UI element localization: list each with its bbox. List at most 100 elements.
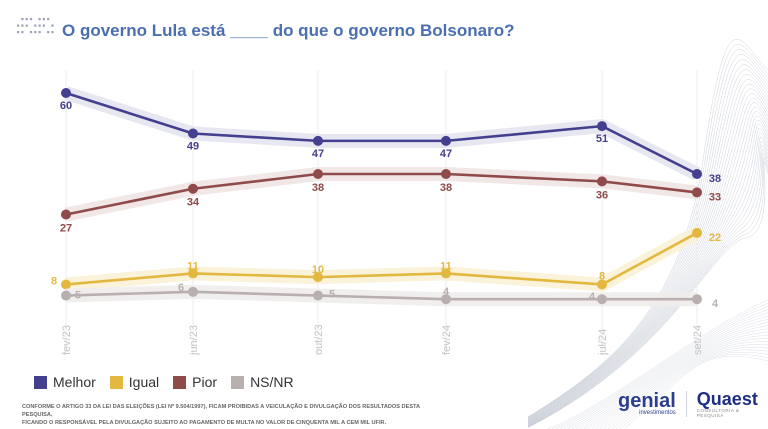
data-point <box>441 268 451 279</box>
decorative-dot <box>17 31 20 34</box>
decorative-dot <box>25 18 28 21</box>
legend-label: Igual <box>128 374 160 390</box>
genial-wordmark: genial <box>618 390 676 412</box>
x-tick-label: jun/23 <box>188 325 200 356</box>
decorative-dot <box>21 24 24 27</box>
legend-label: NS/NR <box>250 374 294 390</box>
wave-line <box>551 302 768 429</box>
data-label: 11 <box>187 260 199 272</box>
disclaimer-line-1: CONFORME O ARTIGO 33 DA LEI DAS ELEIÇÕES… <box>22 404 420 418</box>
wave-line <box>615 351 768 429</box>
legend-label: Melhor <box>53 374 96 390</box>
wave-line <box>528 74 768 421</box>
line-chart: fev/23 jun/23 out/23 fev/24 jul/24 set/24 60 49… <box>51 70 721 356</box>
decorative-wave-lines <box>528 39 768 429</box>
data-point <box>188 183 198 194</box>
data-point <box>61 88 71 98</box>
wave-line <box>528 111 768 424</box>
data-label: 6 <box>178 282 184 294</box>
wave-line <box>528 161 768 428</box>
data-label: 38 <box>312 182 324 194</box>
data-label: 33 <box>709 191 721 203</box>
decorative-dot <box>21 18 24 21</box>
x-tick-label: fev/24 <box>441 325 453 355</box>
wave-line <box>528 44 768 418</box>
decorative-dot <box>47 31 50 34</box>
data-point <box>692 294 702 305</box>
wave-line <box>528 54 768 419</box>
data-point <box>692 169 702 180</box>
chart-legend: Melhor Igual Pior NS/NR <box>34 374 294 390</box>
quaest-wordmark: Quaest <box>696 389 758 409</box>
wave-line <box>528 79 768 421</box>
wave-line <box>528 88 768 422</box>
decorative-dot <box>38 31 41 34</box>
wave-line <box>528 84 768 422</box>
legend-item-pior: Pior <box>173 374 217 390</box>
data-point <box>188 286 198 297</box>
wave-line <box>619 354 768 429</box>
data-label: 38 <box>440 182 452 194</box>
data-label: 27 <box>60 223 72 235</box>
data-label: 11 <box>440 260 452 272</box>
wave-line <box>528 115 768 424</box>
chart-title: O governo Lula está ____ do que o govern… <box>62 21 515 40</box>
data-label: 51 <box>596 133 608 145</box>
wave-line <box>571 318 768 429</box>
x-tick-label: out/23 <box>313 324 325 355</box>
decorative-dot <box>17 24 20 27</box>
wave-line <box>528 49 768 418</box>
wave-line <box>528 140 768 427</box>
data-label: 5 <box>75 290 81 302</box>
wave-line <box>528 132 768 426</box>
decorative-dot <box>38 18 41 21</box>
wave-line <box>591 334 768 429</box>
legend-swatch <box>231 375 245 389</box>
data-point <box>61 290 71 301</box>
wave-line <box>528 120 768 425</box>
data-point <box>441 169 451 180</box>
wave-line <box>623 355 768 429</box>
wave-line <box>528 64 768 420</box>
data-point <box>61 279 71 290</box>
data-point <box>692 227 702 238</box>
data-label: 10 <box>312 264 324 276</box>
sponsor-logos: genial investimentos Quaest CONSULTORIA … <box>618 390 768 418</box>
logo-divider <box>685 391 687 417</box>
quaest-logo: Quaest CONSULTORIA & PESQUISA <box>697 390 768 418</box>
wave-line <box>587 331 768 429</box>
data-label: 36 <box>596 189 608 201</box>
wave-line <box>567 315 768 429</box>
data-label: 38 <box>709 173 721 185</box>
data-label: 49 <box>187 141 199 153</box>
decorative-dot <box>38 24 41 27</box>
wave-line <box>528 106 768 424</box>
data-point <box>313 135 323 146</box>
wave-line <box>528 136 768 426</box>
wave-line <box>528 124 768 425</box>
legend-swatch <box>109 375 123 389</box>
wave-line <box>528 69 768 420</box>
wave-line <box>528 59 768 419</box>
data-point <box>188 268 198 279</box>
decorative-dot <box>25 24 28 27</box>
data-point <box>441 294 451 305</box>
x-tick-label: set/24 <box>692 325 704 355</box>
decorative-dot <box>21 31 24 34</box>
legend-swatch <box>34 375 47 389</box>
wave-line <box>528 128 768 425</box>
data-point <box>597 176 607 187</box>
data-point <box>692 187 702 198</box>
legend-item-igual: Igual <box>109 374 160 390</box>
wave-line <box>583 328 768 429</box>
decorative-dot <box>29 31 33 34</box>
wave-line <box>555 306 768 429</box>
data-point <box>313 290 323 301</box>
legend-item-nsnr: NS/NR <box>231 374 294 390</box>
data-point <box>441 135 451 146</box>
data-label: 5 <box>329 289 335 301</box>
wave-line <box>607 347 768 429</box>
data-point <box>597 294 607 305</box>
data-label: 47 <box>440 148 452 160</box>
decorative-dot <box>42 18 45 21</box>
